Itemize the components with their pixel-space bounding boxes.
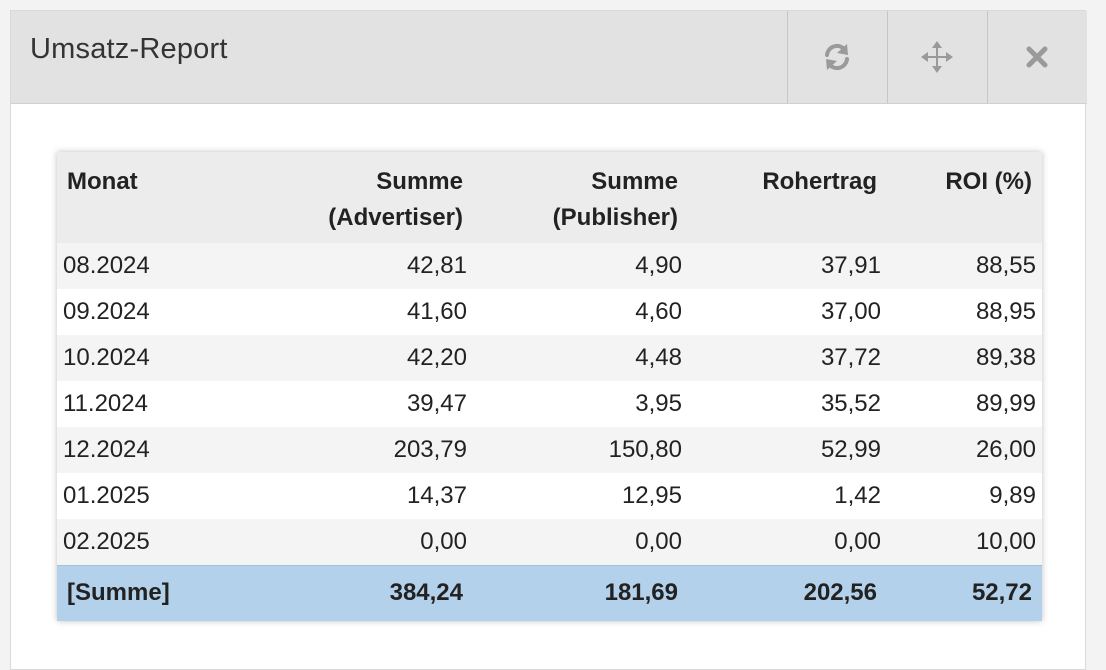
umsatz-report-widget: Umsatz-Report <box>10 10 1087 670</box>
cell-roi: 89,38 <box>887 335 1042 381</box>
column-header-publisher[interactable]: Summe (Publisher) <box>473 152 688 243</box>
cell-month: 12.2024 <box>57 427 247 473</box>
cell-month: 09.2024 <box>57 289 247 335</box>
cell-publisher: 3,95 <box>473 381 688 427</box>
column-header-advertiser[interactable]: Summe (Advertiser) <box>247 152 473 243</box>
cell-gross-profit: 37,00 <box>688 289 887 335</box>
table-row: 12.2024 203,79 150,80 52,99 26,00 <box>57 427 1042 473</box>
cell-roi: 10,00 <box>887 519 1042 565</box>
cell-publisher: 0,00 <box>473 519 688 565</box>
cell-roi: 88,95 <box>887 289 1042 335</box>
column-header-gross-profit[interactable]: Rohertrag <box>688 152 887 243</box>
cell-advertiser: 14,37 <box>247 473 473 519</box>
cell-advertiser: 42,81 <box>247 243 473 289</box>
cell-gross-profit: 1,42 <box>688 473 887 519</box>
cell-publisher: 150,80 <box>473 427 688 473</box>
total-roi: 52,72 <box>887 564 1042 621</box>
cell-publisher: 4,60 <box>473 289 688 335</box>
cell-gross-profit: 37,91 <box>688 243 887 289</box>
close-icon <box>1025 45 1049 69</box>
table-row: 02.2025 0,00 0,00 0,00 10,00 <box>57 519 1042 565</box>
cell-gross-profit: 52,99 <box>688 427 887 473</box>
table-row: 08.2024 42,81 4,90 37,91 88,55 <box>57 243 1042 289</box>
revenue-report-table: Monat Summe (Advertiser) Summe (Publisher)… <box>57 152 1042 621</box>
table-row: 10.2024 42,20 4,48 37,72 89,38 <box>57 335 1042 381</box>
column-header-month[interactable]: Monat <box>57 152 247 243</box>
cell-month: 10.2024 <box>57 335 247 381</box>
table-row: 01.2025 14,37 12,95 1,42 9,89 <box>57 473 1042 519</box>
refresh-icon <box>822 42 852 72</box>
cell-roi: 88,55 <box>887 243 1042 289</box>
cell-publisher: 12,95 <box>473 473 688 519</box>
cell-publisher: 4,90 <box>473 243 688 289</box>
cell-month: 08.2024 <box>57 243 247 289</box>
move-icon <box>920 40 954 74</box>
cell-month: 02.2025 <box>57 519 247 565</box>
cell-gross-profit: 0,00 <box>688 519 887 565</box>
column-header-roi[interactable]: ROI (%) <box>887 152 1042 243</box>
table-row: 09.2024 41,60 4,60 37,00 88,95 <box>57 289 1042 335</box>
total-row: [Summe] 384,24 181,69 202,56 52,72 <box>57 564 1042 621</box>
move-button[interactable] <box>887 11 986 103</box>
cell-advertiser: 39,47 <box>247 381 473 427</box>
cell-roi: 9,89 <box>887 473 1042 519</box>
cell-month: 11.2024 <box>57 381 247 427</box>
total-label: [Summe] <box>57 564 247 621</box>
total-advertiser: 384,24 <box>247 564 473 621</box>
total-publisher: 181,69 <box>473 564 688 621</box>
widget-header: Umsatz-Report <box>11 11 1087 104</box>
cell-publisher: 4,48 <box>473 335 688 381</box>
cell-advertiser: 0,00 <box>247 519 473 565</box>
cell-month: 01.2025 <box>57 473 247 519</box>
cell-gross-profit: 35,52 <box>688 381 887 427</box>
cell-roi: 89,99 <box>887 381 1042 427</box>
cell-advertiser: 42,20 <box>247 335 473 381</box>
table-row: 11.2024 39,47 3,95 35,52 89,99 <box>57 381 1042 427</box>
table-header-row: Monat Summe (Advertiser) Summe (Publisher)… <box>57 152 1042 243</box>
cell-advertiser: 41,60 <box>247 289 473 335</box>
report-table-container: Monat Summe (Advertiser) Summe (Publisher)… <box>57 152 1042 621</box>
cell-roi: 26,00 <box>887 427 1042 473</box>
refresh-button[interactable] <box>787 11 886 103</box>
cell-advertiser: 203,79 <box>247 427 473 473</box>
close-button[interactable] <box>987 11 1086 103</box>
cell-gross-profit: 37,72 <box>688 335 887 381</box>
widget-title: Umsatz-Report <box>30 33 228 65</box>
total-gross-profit: 202,56 <box>688 564 887 621</box>
